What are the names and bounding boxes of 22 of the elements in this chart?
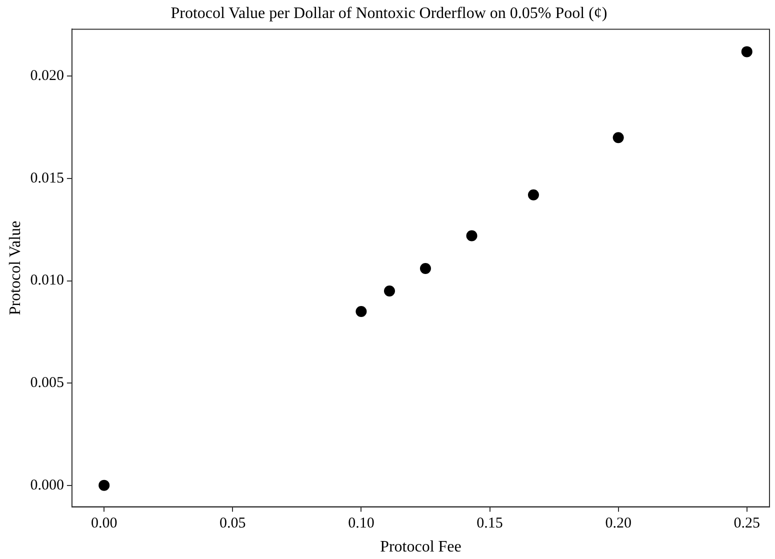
point: [98, 480, 110, 491]
x-tick-label: 0.05: [220, 516, 246, 532]
point: [741, 46, 752, 58]
point: [612, 132, 624, 144]
x-axis-title: Protocol Fee: [380, 538, 462, 556]
y-tick-label: 0.020: [30, 68, 64, 84]
y-tick-label: 0.015: [30, 170, 64, 186]
point: [384, 286, 395, 297]
y-tick-label: 0.010: [30, 272, 64, 289]
point: [420, 263, 431, 274]
chart-title: Protocol Value per Dollar of Nontoxic Orderflow on 0.05% Pool (¢): [170, 4, 608, 22]
x-tick-label: 0.25: [734, 516, 760, 532]
point: [466, 230, 478, 242]
point: [356, 306, 367, 317]
x-tick-label: 0.00: [90, 516, 118, 532]
point: [528, 189, 539, 200]
y-tick-label: 0.005: [30, 374, 64, 391]
x-tick-label: 0.20: [605, 516, 632, 532]
x-tick-label: 0.15: [476, 516, 503, 532]
x-tick-label: 0.10: [348, 516, 374, 532]
y-tick-label: 0.000: [30, 477, 64, 494]
y-axis-title: Protocol Value: [6, 220, 24, 316]
